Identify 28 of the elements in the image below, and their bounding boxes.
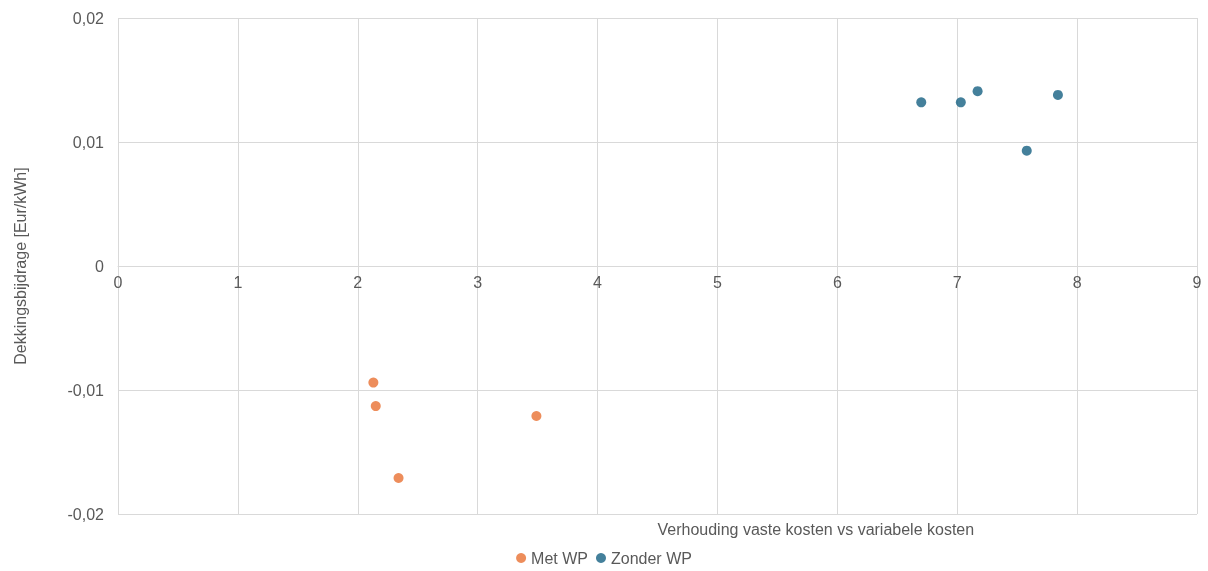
legend-label: Met WP <box>531 549 588 567</box>
y-tick-label: 0,01 <box>72 133 105 151</box>
x-axis-title: Verhouding vaste kosten vs variabele kosten <box>657 520 975 538</box>
legend-label: Zonder WP <box>610 549 692 567</box>
point <box>531 411 542 422</box>
point <box>916 97 927 108</box>
x-tick-label: 8 <box>1072 273 1082 291</box>
x-tick-label: 3 <box>473 273 483 291</box>
y-tick-label: 0 <box>95 257 105 275</box>
point <box>368 377 379 388</box>
x-tick-label: 9 <box>1192 273 1202 291</box>
point <box>955 97 966 108</box>
y-tick-label: -0,01 <box>67 381 105 399</box>
point <box>972 86 983 97</box>
point <box>1021 145 1032 156</box>
x-tick-label: 6 <box>832 273 842 291</box>
x-tick-label: 7 <box>952 273 962 291</box>
x-tick-label: 4 <box>593 273 603 291</box>
y-tick-label: 0,02 <box>72 9 105 27</box>
x-tick-label: 1 <box>233 273 243 291</box>
x-tick-label: 5 <box>712 273 722 291</box>
x-tick-label: 2 <box>353 273 363 291</box>
x-tick-label: 0 <box>113 273 123 291</box>
point <box>393 473 404 484</box>
y-axis-title: Dekkingsbijdrage [Eur/kWh] <box>11 167 29 365</box>
point <box>1052 89 1063 100</box>
y-tick-label: -0,02 <box>67 505 105 523</box>
point <box>370 401 381 412</box>
